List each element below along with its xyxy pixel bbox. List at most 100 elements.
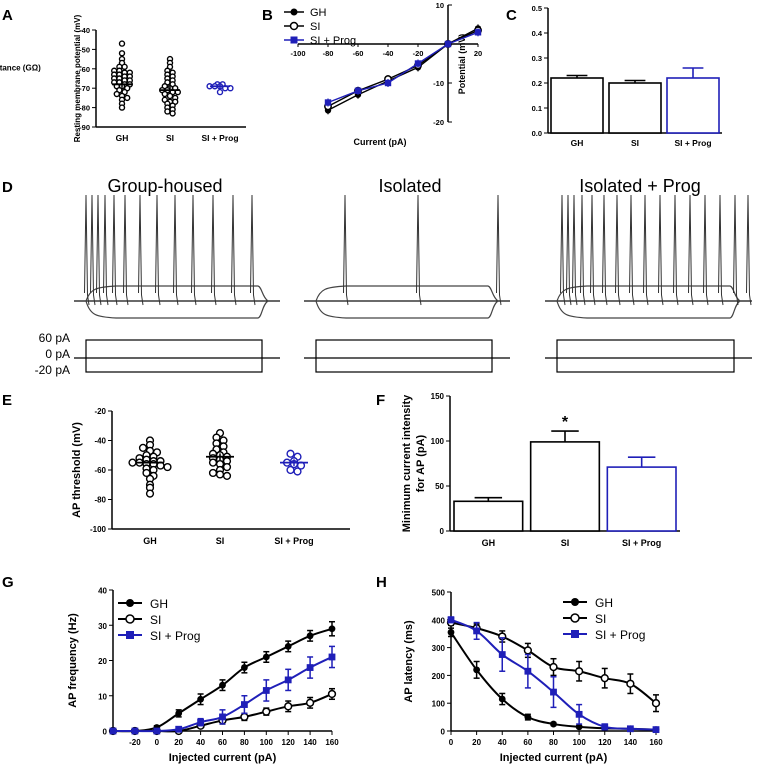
y-tick-label: 300: [432, 644, 446, 653]
data-point: [324, 99, 332, 106]
x-tick-label: 20: [474, 49, 482, 58]
data-point: [550, 720, 557, 728]
y-axis-label: Minimum current intensity: [401, 394, 413, 532]
panel-label-e: E: [2, 392, 12, 409]
data-point: [473, 627, 481, 635]
data-point: [175, 709, 183, 717]
legend-marker: [290, 8, 298, 16]
chart-e-ap-threshold: -20 -40 -60 -80 -100 AP threshold (mV) GH SI SI …: [71, 407, 350, 546]
data-point: [138, 443, 148, 452]
action-potential: [496, 194, 502, 306]
trace-hyperpolarized: [74, 300, 280, 319]
action-potential: [673, 194, 679, 306]
category-label: SI: [216, 536, 225, 546]
x-tick-label: 80: [549, 738, 558, 747]
y-tick-label: 20: [98, 657, 107, 666]
panel-label-c: C: [506, 7, 517, 24]
trace-title: Group-housed: [107, 176, 222, 196]
category-label: SI: [166, 133, 174, 143]
stim-box: [315, 339, 493, 373]
stim-box: [556, 339, 735, 373]
action-potential: [590, 194, 596, 306]
action-potential: [250, 194, 256, 306]
data-point: [121, 63, 128, 71]
chart-h-ap-latency: 0 100 200 300 400 500 0 20 40 60 80 100 120 140 160 Inj…: [403, 589, 663, 765]
x-tick-label: 120: [282, 738, 296, 747]
y-tick-label: 0: [103, 728, 108, 737]
y-tick-label: -100: [90, 525, 107, 534]
data-point: [128, 458, 137, 467]
x-tick-label: -100: [290, 49, 305, 58]
data-point: [498, 651, 506, 658]
data-point: [286, 465, 295, 475]
data-point: [153, 727, 161, 735]
y-tick-label: 50: [435, 482, 444, 491]
data-point: [118, 50, 126, 57]
bar: [453, 500, 524, 532]
y-tick-label: 200: [432, 672, 446, 681]
legend-label: GH: [310, 7, 327, 19]
chart-b-iv-curve: -100 -80 -60 -40 -20 20 10 -10 -20 Current (pA) Po…: [284, 1, 482, 147]
y-tick-label: -40: [94, 437, 106, 446]
action-potential: [703, 194, 709, 306]
panel-label-b: B: [262, 7, 273, 24]
data-point: [169, 110, 176, 117]
bar: [606, 466, 677, 532]
chart-f-min-current: 0 50 100 150 Minimum current intensity for AP…: [401, 392, 680, 548]
y-tick-label: 10: [98, 692, 107, 701]
data-point: [354, 87, 362, 94]
data-point: [575, 723, 583, 731]
data-point: [652, 726, 660, 734]
data-point: [286, 449, 295, 458]
data-point: [175, 725, 183, 733]
y-tick-label: 500: [432, 589, 446, 598]
x-tick-label: 140: [303, 738, 317, 747]
legend-label: GH: [150, 597, 168, 611]
data-point: [293, 467, 302, 476]
category-label: SI: [631, 138, 639, 148]
data-point: [219, 681, 226, 689]
legend-marker: [126, 599, 134, 607]
data-point: [262, 707, 271, 716]
y-tick-label: 0: [441, 728, 446, 737]
x-tick-label: 60: [218, 738, 227, 747]
x-tick-label: -20: [413, 49, 424, 58]
y-tick-label: 40: [98, 587, 107, 596]
data-point: [574, 667, 584, 676]
x-tick-label: -40: [383, 49, 394, 58]
action-potential: [560, 194, 566, 306]
data-point: [447, 616, 455, 624]
y-axis-label: AP threshold (mV): [71, 422, 83, 518]
x-tick-label: 140: [624, 738, 638, 747]
action-potential: [191, 194, 197, 306]
x-tick-label: -80: [323, 49, 334, 58]
y-tick-label: 0: [440, 527, 445, 536]
x-tick-label: 120: [598, 738, 612, 747]
data-point: [626, 725, 634, 733]
y-tick-label: -40: [79, 26, 90, 35]
legend-marker: [289, 21, 299, 31]
action-potential: [96, 194, 102, 306]
action-potential: [155, 194, 161, 306]
legend-marker: [290, 36, 298, 44]
action-potential: [566, 194, 572, 306]
legend-label: SI + Prog: [310, 35, 356, 47]
trace-hyperpolarized: [304, 300, 510, 319]
data-point: [284, 702, 293, 711]
category-label: SI + Prog: [674, 138, 711, 148]
data-point: [284, 676, 292, 684]
bar: [550, 77, 604, 134]
y-tick-label: -80: [94, 496, 106, 505]
x-tick-label: 160: [649, 738, 663, 747]
legend-marker: [125, 614, 135, 624]
data-point: [284, 643, 292, 650]
data-point: [327, 689, 337, 699]
stim-label-60pa: 60 pA: [39, 331, 70, 345]
x-tick-label: 60: [523, 738, 532, 747]
action-potential: [211, 194, 217, 306]
action-potential: [173, 194, 179, 306]
action-potential: [688, 194, 694, 306]
action-potential: [580, 194, 586, 306]
data-point: [524, 667, 532, 675]
data-point: [523, 646, 533, 655]
